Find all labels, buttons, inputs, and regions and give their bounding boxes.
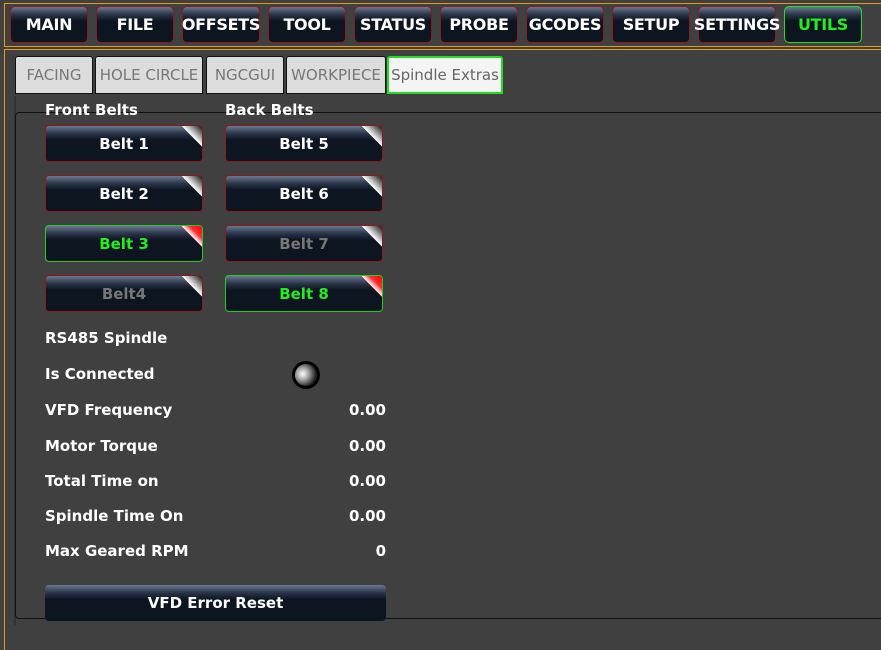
indicator-corner-icon (181, 226, 202, 247)
spindle-time-on-value: 0.00 (348, 507, 386, 525)
belt-6-button[interactable]: Belt 6 (225, 175, 383, 212)
belt-1-button[interactable]: Belt 1 (45, 125, 203, 162)
tab-spindle-extras[interactable]: Spindle Extras (387, 56, 503, 94)
vfd-error-reset-button[interactable]: VFD Error Reset (45, 585, 386, 621)
nav-tool-button[interactable]: TOOL (268, 6, 346, 43)
total-time-on-value: 0.00 (348, 472, 386, 490)
belt-label: Belt 1 (99, 134, 149, 153)
belt-label: Belt 3 (99, 234, 149, 253)
indicator-corner-icon (181, 276, 202, 297)
connection-led-icon (292, 361, 320, 389)
vfd-frequency-value: 0.00 (348, 401, 386, 419)
nav-setup-button[interactable]: SETUP (612, 6, 690, 43)
belt-label: Belt 7 (279, 234, 329, 253)
belt-label: Belt 5 (279, 134, 329, 153)
total-time-on-label: Total Time on (45, 472, 159, 490)
motor-torque-label: Motor Torque (45, 437, 158, 455)
indicator-corner-icon (361, 126, 382, 147)
belt-2-button[interactable]: Belt 2 (45, 175, 203, 212)
belt-5-button[interactable]: Belt 5 (225, 125, 383, 162)
tab-ngcgui[interactable]: NGCGUI (206, 56, 284, 94)
belt-label: Belt4 (101, 284, 147, 303)
indicator-corner-icon (181, 176, 202, 197)
main-nav-bar (4, 3, 881, 47)
indicator-corner-icon (361, 176, 382, 197)
tab-workpiece[interactable]: WORKPIECE (286, 56, 386, 94)
spindle-extras-panel (15, 112, 881, 619)
tab-hole-circle[interactable]: HOLE CIRCLE (95, 56, 203, 94)
nav-probe-button[interactable]: PROBE (440, 6, 518, 43)
nav-utils-button[interactable]: UTILS (784, 6, 862, 43)
max-geared-rpm-label: Max Geared RPM (45, 542, 189, 560)
is-connected-label: Is Connected (45, 365, 155, 383)
nav-status-button[interactable]: STATUS (354, 6, 432, 43)
spindle-time-on-label: Spindle Time On (45, 507, 184, 525)
nav-settings-button[interactable]: SETTINGS (694, 6, 780, 43)
tab-facing[interactable]: FACING (15, 56, 93, 94)
belt-8-button[interactable]: Belt 8 (225, 275, 383, 312)
back-belts-heading: Back Belts (225, 101, 314, 119)
indicator-corner-icon (361, 276, 382, 297)
belt-label: Belt 6 (279, 184, 329, 203)
indicator-corner-icon (181, 126, 202, 147)
belt-4-button[interactable]: Belt4 (45, 275, 203, 312)
rs485-heading: RS485 Spindle (45, 329, 168, 347)
content-frame (4, 49, 881, 650)
belt-3-button[interactable]: Belt 3 (45, 225, 203, 262)
max-geared-rpm-value: 0 (375, 542, 386, 560)
belt-7-button[interactable]: Belt 7 (225, 225, 383, 262)
motor-torque-value: 0.00 (348, 437, 386, 455)
front-belts-heading: Front Belts (45, 101, 138, 119)
belt-label: Belt 8 (279, 284, 329, 303)
nav-offsets-button[interactable]: OFFSETS (182, 6, 260, 43)
nav-gcodes-button[interactable]: GCODES (526, 6, 604, 43)
vfd-frequency-label: VFD Frequency (45, 401, 173, 419)
nav-main-button[interactable]: MAIN (10, 6, 88, 43)
indicator-corner-icon (361, 226, 382, 247)
belt-label: Belt 2 (99, 184, 149, 203)
nav-file-button[interactable]: FILE (96, 6, 174, 43)
